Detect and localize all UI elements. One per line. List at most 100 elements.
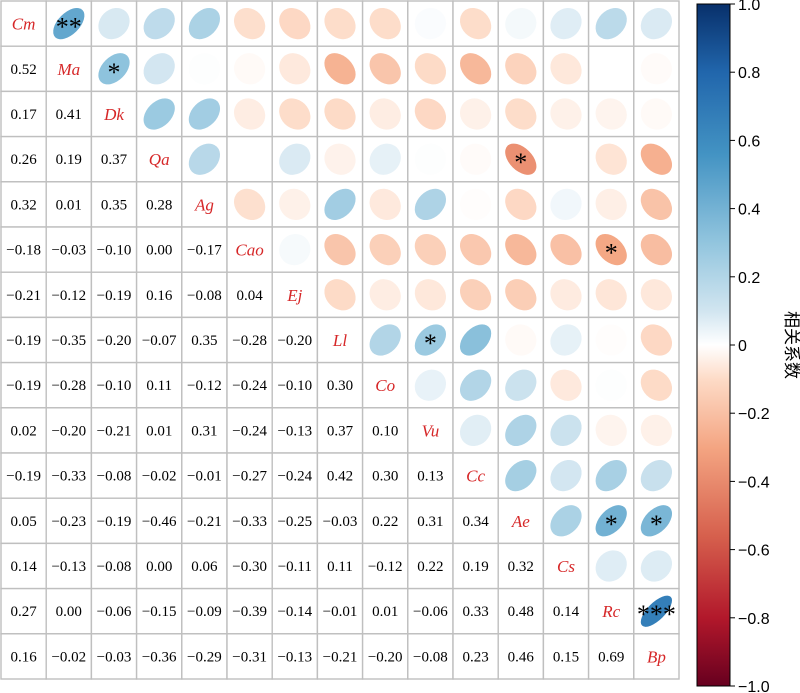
correlation-value-label: −0.13 [277, 423, 312, 439]
matrix-cell [587, 0, 635, 47]
matrix-cell [316, 633, 364, 680]
matrix-cell [135, 135, 183, 183]
colorbar-tick-label: 0 [738, 338, 747, 355]
correlation-value-label: −0.46 [142, 514, 177, 530]
correlation-ellipse [414, 143, 447, 175]
colorbar-tick-label: 1.0 [738, 0, 760, 14]
correlation-ellipse [595, 233, 627, 266]
correlation-value-label: −0.33 [232, 514, 267, 530]
matrix-cell [452, 633, 499, 680]
matrix-cell [135, 181, 183, 228]
correlation-value-label: −0.19 [6, 378, 41, 394]
matrix-cell [497, 587, 545, 635]
variable-label-co: Co [375, 376, 395, 395]
matrix-cell [542, 542, 590, 590]
correlation-ellipse [414, 98, 447, 130]
colorbar-tick-label: −0.8 [738, 611, 770, 628]
matrix-cell [45, 135, 93, 183]
matrix-cell [226, 633, 273, 680]
correlation-ellipse [414, 7, 447, 40]
matrix-cell [271, 633, 319, 680]
correlation-ellipse [53, 7, 85, 40]
variable-label-ae: Ae [511, 512, 530, 531]
matrix-cell [271, 316, 319, 364]
correlation-value-label: −0.36 [142, 649, 177, 665]
correlation-ellipse [640, 459, 673, 492]
correlation-value-label: −0.28 [51, 378, 86, 394]
correlation-ellipse [233, 98, 266, 130]
correlation-value-label: 0.30 [372, 469, 398, 485]
matrix-cell [90, 226, 138, 273]
correlation-value-label: −0.19 [6, 333, 41, 349]
variable-label-ag: Ag [194, 195, 214, 214]
colorbar-tick-label: −0.4 [738, 474, 770, 491]
matrix-cell [181, 452, 228, 499]
matrix-cell [452, 542, 499, 590]
matrix-cell [497, 633, 545, 680]
matrix-cell [0, 45, 47, 93]
correlation-ellipse [550, 414, 582, 447]
matrix-cell [271, 587, 319, 635]
correlation-value-label: −0.12 [51, 288, 86, 304]
correlation-ellipse [550, 324, 582, 356]
correlation-ellipse [369, 7, 401, 40]
correlation-ellipse [505, 459, 537, 492]
correlation-ellipse [595, 7, 627, 40]
correlation-ellipse [233, 143, 266, 175]
significance-marker: * [514, 148, 527, 177]
correlation-ellipse [640, 143, 673, 175]
correlation-ellipse [595, 324, 627, 356]
correlation-value-label: 0.22 [372, 514, 398, 530]
correlation-value-label: 0.35 [101, 197, 127, 213]
correlation-value-label: 0.32 [508, 559, 534, 575]
correlation-ellipse [550, 505, 582, 537]
matrix-cell [452, 587, 499, 635]
correlation-ellipse [143, 7, 175, 40]
correlation-ellipse [595, 279, 627, 311]
correlation-ellipse [595, 414, 627, 447]
correlation-value-label: −0.02 [51, 649, 86, 665]
correlation-ellipse [369, 279, 401, 311]
variable-label-bp: Bp [647, 647, 666, 666]
correlation-value-label: −0.21 [323, 649, 358, 665]
correlation-ellipse [595, 550, 627, 582]
correlation-value-label: −0.10 [277, 378, 312, 394]
matrix-cell [90, 135, 138, 183]
matrix-cell [226, 361, 273, 409]
correlation-ellipse [459, 414, 492, 447]
correlation-ellipse [640, 7, 673, 40]
correlation-ellipse [505, 414, 537, 447]
correlation-ellipse [640, 53, 673, 85]
correlation-value-label: −0.20 [277, 333, 312, 349]
matrix-cell [587, 497, 635, 545]
correlation-ellipse [369, 98, 401, 130]
matrix-cell [0, 90, 47, 138]
correlation-ellipse [324, 279, 356, 311]
correlation-value-label: 0.05 [10, 514, 36, 530]
matrix-cell [0, 452, 47, 499]
correlation-ellipse [505, 53, 537, 85]
correlation-ellipse [505, 279, 537, 311]
correlation-ellipse [369, 188, 401, 221]
correlation-ellipse [550, 98, 582, 130]
correlation-ellipse [98, 7, 130, 40]
colorbar-title: 相关系数 [781, 311, 800, 379]
correlation-ellipse [505, 324, 537, 356]
correlation-ellipse [459, 233, 492, 266]
matrix-cell [90, 361, 138, 409]
correlation-value-label: −0.03 [323, 514, 358, 530]
correlation-ellipse [279, 7, 311, 40]
correlation-ellipse [279, 188, 311, 221]
correlation-value-label: −0.24 [232, 378, 267, 394]
matrix-cell [542, 587, 590, 635]
matrix-cell [452, 497, 499, 545]
correlation-value-label: −0.10 [97, 243, 132, 259]
significance-marker: * [605, 239, 618, 268]
correlation-value-label: −0.21 [97, 423, 132, 439]
correlation-value-label: −0.14 [277, 604, 312, 620]
correlation-ellipse [550, 143, 582, 175]
matrix-cell [226, 452, 273, 499]
correlation-ellipse [459, 369, 492, 401]
correlation-ellipse [188, 7, 221, 40]
correlation-ellipse [640, 505, 673, 537]
